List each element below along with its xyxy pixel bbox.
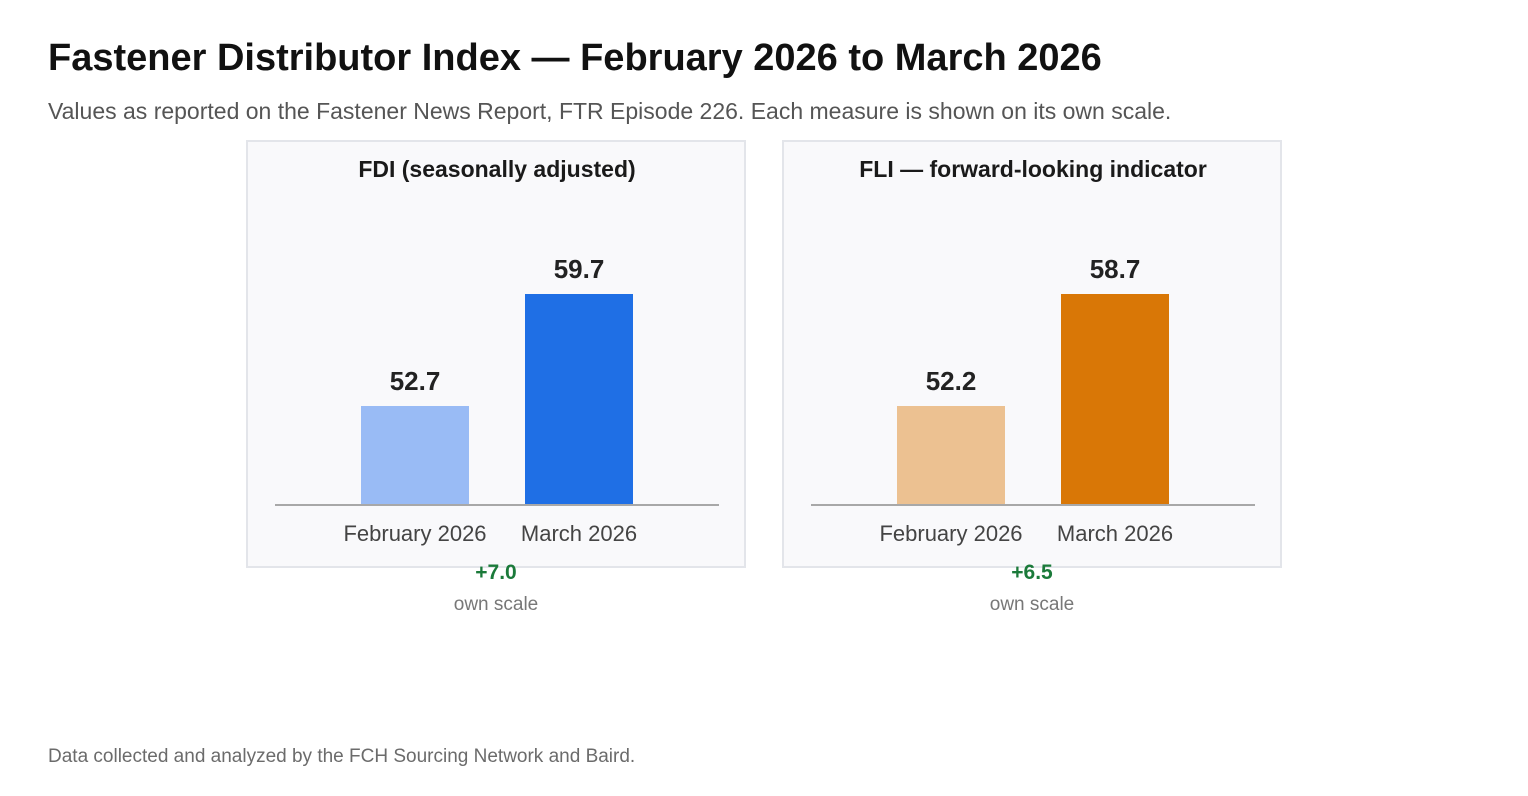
change-value: +6.5 xyxy=(1011,561,1053,584)
bar-february-2026 xyxy=(897,406,1005,505)
bars-group xyxy=(897,294,1169,505)
value-label: 59.7 xyxy=(554,254,605,284)
labels-group: 52.2 February 2026 58.7 March 2026 xyxy=(879,254,1173,546)
fdi-bar-chart: FDI (seasonally adjusted) 52.7 February 2… xyxy=(275,156,719,546)
x-tick-label: February 2026 xyxy=(343,521,486,546)
page-subtitle: Values as reported on the Fastener News … xyxy=(48,98,1172,124)
source-footnote: Data collected and analyzed by the FCH S… xyxy=(48,746,636,767)
page-title: Fastener Distributor Index — February 20… xyxy=(48,37,1102,79)
fli-bar-chart: FLI — forward-looking indicator 52.2 Febr… xyxy=(811,156,1255,546)
bar-march-2026 xyxy=(525,294,633,505)
scale-note: own scale xyxy=(453,594,539,615)
bar-february-2026 xyxy=(361,406,469,505)
value-label: 58.7 xyxy=(1090,254,1141,284)
chart-title: FLI — forward-looking indicator xyxy=(859,156,1207,182)
chart-panel-fdi: FDI (seasonally adjusted) 52.7 February 2… xyxy=(246,140,746,568)
change-value: +7.0 xyxy=(475,561,517,584)
value-label: 52.2 xyxy=(926,366,977,396)
scale-note: own scale xyxy=(989,594,1075,615)
bar-march-2026 xyxy=(1061,294,1169,505)
chart-panel-fli: FLI — forward-looking indicator 52.2 Febr… xyxy=(782,140,1282,568)
labels-group: 52.7 February 2026 59.7 March 2026 xyxy=(343,254,637,546)
x-tick-label: March 2026 xyxy=(521,521,637,546)
value-label: 52.7 xyxy=(390,366,441,396)
x-tick-label: February 2026 xyxy=(879,521,1022,546)
bars-group xyxy=(361,294,633,505)
chart-title: FDI (seasonally adjusted) xyxy=(358,156,635,182)
x-tick-label: March 2026 xyxy=(1057,521,1173,546)
